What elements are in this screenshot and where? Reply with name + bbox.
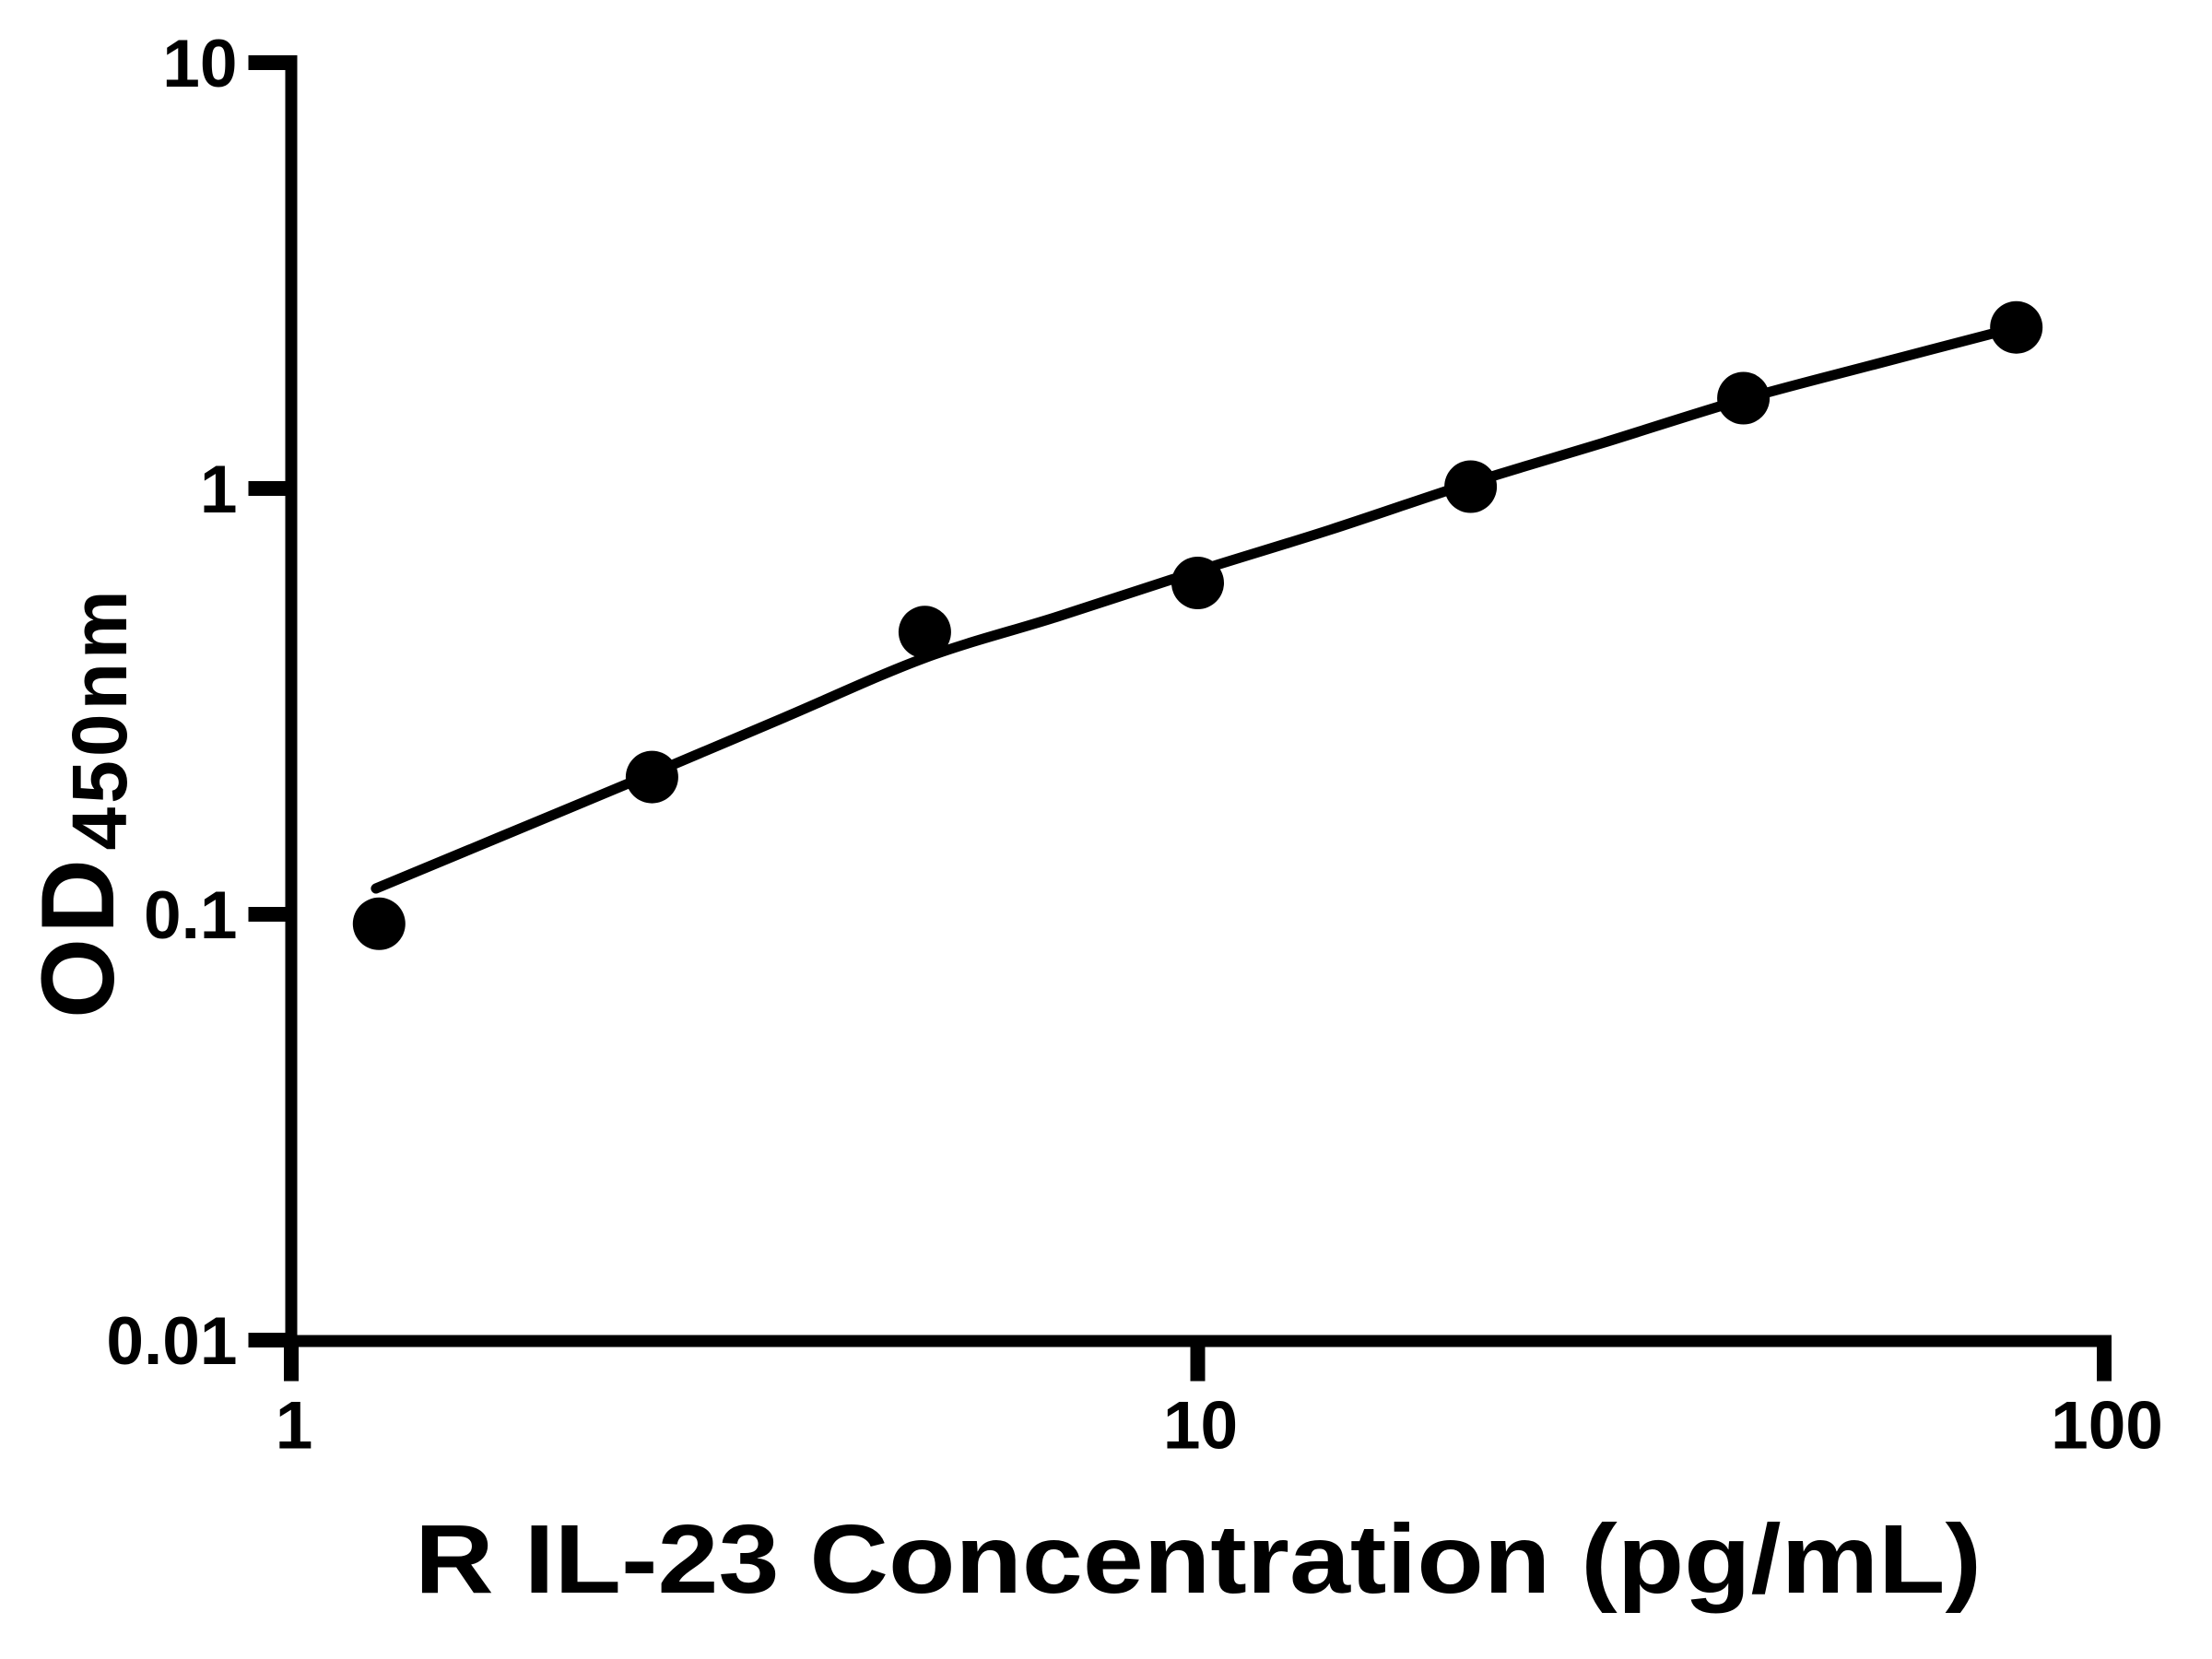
y-tick-label: 0.1: [144, 878, 237, 953]
x-tick-label: 10: [1163, 1389, 1238, 1464]
x-tick-label: 1: [276, 1389, 313, 1464]
data-point: [1171, 557, 1224, 609]
x-tick-label: 100: [2051, 1389, 2163, 1464]
y-tick-mark: [248, 907, 286, 922]
data-point: [1990, 300, 2043, 354]
y-axis-title-subscript: 450nm: [56, 586, 143, 850]
tick-labels: 10 1 0.1 0.01 1 10 100: [106, 27, 2163, 1464]
y-axis-line: [285, 55, 298, 1347]
data-point: [625, 750, 678, 804]
x-axis-line: [285, 1335, 2112, 1347]
axes: [285, 55, 2112, 1347]
data-point: [898, 606, 951, 659]
x-tick-mark: [2097, 1347, 2112, 1382]
data-point: [1717, 371, 1771, 425]
data-point: [1444, 460, 1498, 513]
y-tick-mark: [248, 1333, 286, 1347]
y-tick-label: 10: [162, 27, 237, 101]
y-tick-label: 0.01: [106, 1304, 237, 1379]
y-axis-title-main: OD: [20, 854, 135, 1018]
y-axis-title: OD 450nm: [20, 586, 143, 1018]
x-tick-mark: [1190, 1347, 1206, 1382]
data-point: [352, 897, 406, 950]
y-tick-mark: [248, 55, 286, 70]
y-tick-mark: [248, 481, 286, 496]
y-tick-label: 1: [200, 453, 238, 527]
tick-marks: [248, 55, 2112, 1382]
data-points-group: [352, 300, 2043, 950]
x-axis-title: R IL-23 Concentration (pg/mL): [415, 1505, 1982, 1614]
x-tick-mark: [284, 1347, 299, 1382]
